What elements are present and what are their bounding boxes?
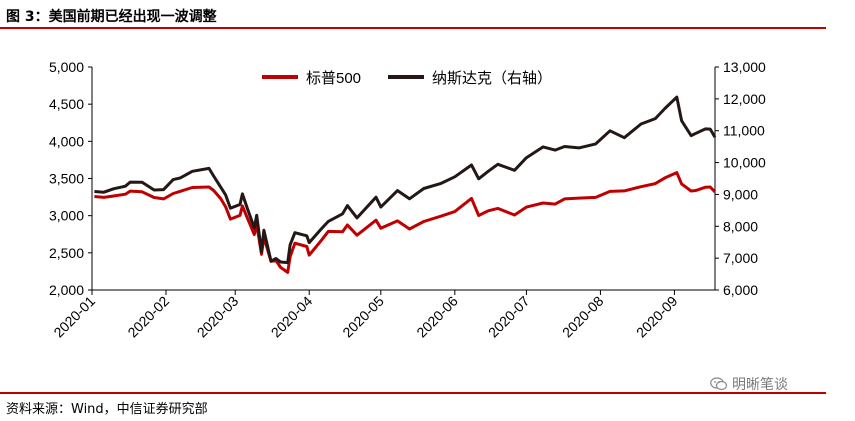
x-tick-label: 2020-08	[559, 293, 607, 341]
figure-title: 图 3：美国前期已经出现一波调整	[6, 9, 217, 25]
nasdaq-line	[94, 95, 717, 265]
sp500-line	[94, 171, 717, 274]
wechat-icon	[710, 377, 728, 391]
y-left-tick-label: 5,000	[49, 59, 84, 75]
top-rule	[0, 27, 826, 29]
y-left-tick-label: 2,000	[49, 282, 84, 298]
x-tick-label: 2020-06	[413, 293, 461, 341]
y-right-tick-label: 12,000	[723, 91, 766, 107]
y-right-tick-label: 9,000	[723, 186, 758, 202]
y-right-tick-label: 8,000	[723, 218, 758, 234]
x-tick-label: 2020-03	[194, 293, 242, 341]
x-tick-label: 2020-01	[50, 293, 98, 341]
legend-label: 标普500	[306, 70, 361, 87]
y-left-tick-label: 3,000	[49, 208, 84, 224]
watermark-text: 明晰笔谈	[732, 377, 788, 393]
y-right-tick-label: 10,000	[723, 155, 766, 171]
x-tick-label: 2020-09	[633, 293, 681, 341]
x-tick-label: 2020-04	[268, 293, 316, 341]
x-tick-label: 2020-05	[339, 293, 387, 341]
legend-label: 纳斯达克（右轴）	[432, 70, 552, 87]
y-right-tick-label: 7,000	[723, 250, 758, 266]
y-right-tick-label: 11,000	[723, 123, 765, 139]
x-tick-label: 2020-07	[485, 293, 533, 341]
y-right-tick-label: 13,000	[723, 59, 766, 75]
y-left-tick-label: 2,500	[49, 245, 84, 261]
y-left-tick-label: 4,000	[49, 133, 84, 149]
source-note: 资料来源：Wind，中信证券研究部	[6, 402, 208, 417]
y-left-tick-label: 3,500	[49, 171, 84, 187]
bottom-rule	[0, 392, 826, 394]
x-tick-label: 2020-02	[124, 293, 172, 341]
watermark: 明晰笔谈	[710, 374, 788, 394]
y-left-tick-label: 4,500	[49, 96, 84, 112]
y-right-tick-label: 6,000	[723, 282, 758, 298]
